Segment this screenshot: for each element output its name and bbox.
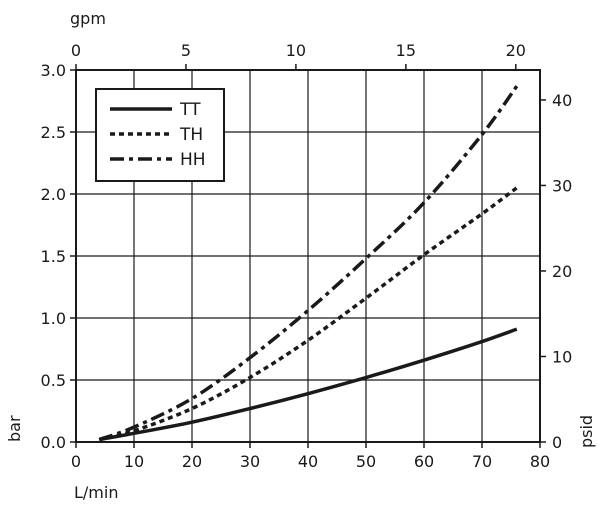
x-tick-label: 60 — [414, 452, 434, 471]
series-layer — [98, 85, 519, 442]
y-tick-label: 1.5 — [41, 247, 66, 266]
x2-tick-label: 20 — [506, 41, 526, 60]
y-tick-label: 1.0 — [41, 309, 66, 328]
y2-tick-label: 40 — [552, 91, 572, 110]
y-tick-label: 0.5 — [41, 371, 66, 390]
x-tick-label: 80 — [530, 452, 550, 471]
series-line-th — [98, 186, 518, 442]
y-tick-label: 2.5 — [41, 123, 66, 142]
legend: TT TH HH — [95, 88, 225, 182]
x-tick-label: 10 — [124, 452, 144, 471]
x-tick-label: 20 — [182, 452, 202, 471]
y-tick-label: 2.0 — [41, 185, 66, 204]
series-line-tt — [98, 327, 518, 442]
legend-label-th: TH — [179, 125, 203, 145]
x-tick-label: 50 — [356, 452, 376, 471]
y2-axis-label: psid — [577, 415, 596, 448]
x2-tick-label: 0 — [71, 41, 81, 60]
x2-tick-label: 5 — [181, 41, 191, 60]
x-axis-label: L/min — [74, 483, 118, 502]
series-line-hh — [98, 85, 519, 442]
legend-label-hh: HH — [180, 150, 206, 170]
y2-tick-label: 0 — [552, 433, 562, 452]
y2-tick-label: 10 — [552, 347, 572, 366]
y2-tick-label: 30 — [552, 176, 572, 195]
x-tick-label: 70 — [472, 452, 492, 471]
y-axis-label: bar — [5, 415, 24, 442]
y2-tick-label: 20 — [552, 262, 572, 281]
x-tick-label: 30 — [240, 452, 260, 471]
x-tick-label: 40 — [298, 452, 318, 471]
x2-tick-label: 15 — [396, 41, 416, 60]
y-tick-label: 0.0 — [41, 433, 66, 452]
x2-axis-label: gpm — [70, 9, 106, 28]
legend-label-tt: TT — [179, 100, 201, 120]
x-tick-label: 0 — [71, 452, 81, 471]
tick-layer: 0 10 20 30 40 50 60 70 800.00.51.01.52.02.53.00 5… — [41, 41, 573, 471]
y-tick-label: 3.0 — [41, 61, 66, 80]
x2-tick-label: 10 — [286, 41, 306, 60]
